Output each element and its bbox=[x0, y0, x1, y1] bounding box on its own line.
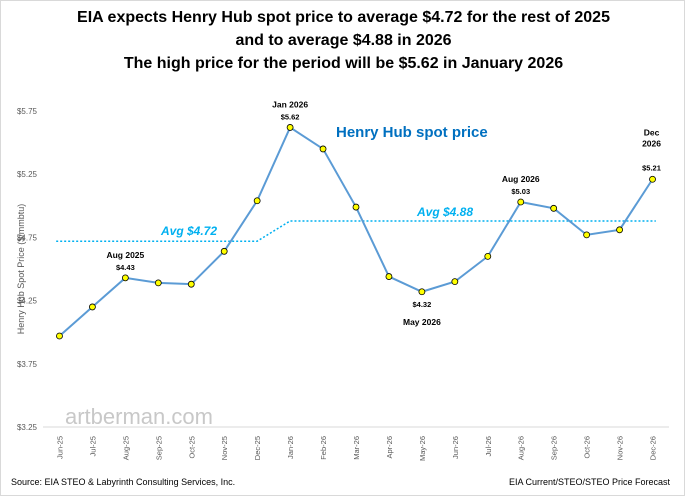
average-label: Avg $4.88 bbox=[416, 205, 473, 219]
data-point bbox=[220, 247, 228, 255]
annotation-name: May 2026 bbox=[403, 317, 441, 327]
annotation-value: $4.32 bbox=[413, 300, 432, 309]
series-title: Henry Hub spot price bbox=[336, 124, 488, 141]
title-line-2: and to average $4.88 in 2026 bbox=[235, 32, 452, 49]
x-tick-label: Jun-26 bbox=[451, 436, 460, 459]
x-tick-label: Dec-26 bbox=[649, 436, 658, 460]
annotation-value: $5.21 bbox=[642, 163, 661, 172]
data-point bbox=[385, 273, 393, 280]
annotation-name: 2026 bbox=[642, 138, 661, 148]
x-tick-label: Sep-25 bbox=[154, 436, 163, 460]
y-tick-label: $4.25 bbox=[17, 297, 38, 306]
x-tick-label: Mar-26 bbox=[352, 436, 361, 460]
y-tick-label: $5.25 bbox=[17, 170, 38, 179]
annotation-name: Aug 2025 bbox=[106, 250, 144, 260]
x-tick-label: Apr-26 bbox=[385, 436, 394, 459]
x-tick-label: Oct-26 bbox=[583, 436, 592, 459]
y-tick-label: $5.75 bbox=[17, 107, 38, 116]
data-point bbox=[319, 145, 327, 153]
data-point bbox=[154, 279, 162, 287]
x-tick-label: Jul-26 bbox=[484, 436, 493, 456]
y-axis-label: Henry Hub Spot Price ($/mmbtu) bbox=[16, 204, 26, 335]
data-point bbox=[187, 280, 195, 288]
x-tick-label: Jun-25 bbox=[55, 436, 64, 459]
data-point bbox=[56, 332, 63, 340]
x-tick-label: Feb-26 bbox=[319, 436, 328, 460]
annotation-name: Jan 2026 bbox=[272, 99, 308, 109]
y-tick-label: $3.25 bbox=[17, 423, 38, 432]
average-label: Avg $4.72 bbox=[160, 224, 217, 238]
y-tick-label: $4.75 bbox=[17, 233, 38, 242]
annotation-value: $4.43 bbox=[116, 263, 135, 272]
data-point bbox=[121, 274, 129, 282]
x-tick-label: Nov-25 bbox=[220, 436, 229, 460]
data-point bbox=[418, 288, 426, 296]
x-tick-label: Jul-25 bbox=[88, 436, 97, 456]
data-point bbox=[286, 124, 294, 131]
annotation-name: Aug 2026 bbox=[502, 174, 540, 184]
y-tick-label: $3.75 bbox=[17, 360, 38, 369]
annotation-value: $5.62 bbox=[281, 112, 300, 121]
data-point bbox=[253, 197, 261, 205]
title-line-3: The high price for the period will be $5… bbox=[123, 55, 564, 72]
annotation-value: $5.03 bbox=[511, 187, 530, 196]
data-point bbox=[484, 252, 492, 260]
data-point bbox=[649, 175, 656, 183]
x-tick-label: Aug-25 bbox=[121, 436, 130, 460]
x-tick-label: Jan-26 bbox=[286, 436, 295, 459]
average-line bbox=[56, 220, 656, 242]
data-point bbox=[616, 226, 623, 234]
x-tick-label: Aug-26 bbox=[517, 436, 526, 460]
x-tick-label: Oct-25 bbox=[187, 436, 196, 459]
data-point bbox=[451, 278, 459, 286]
data-point bbox=[352, 203, 360, 211]
data-point bbox=[550, 204, 558, 212]
x-tick-label: Dec-25 bbox=[253, 436, 262, 460]
x-tick-label: Nov-26 bbox=[616, 436, 625, 460]
credit-note: EIA Current/STEO/STEO Price Forecast bbox=[508, 477, 670, 487]
data-point bbox=[89, 303, 96, 311]
watermark: artberman.com bbox=[65, 404, 213, 429]
data-point bbox=[583, 231, 591, 239]
data-point bbox=[517, 198, 525, 206]
annotation-name: Dec bbox=[644, 127, 660, 137]
source-note: Source: EIA STEO & Labyrinth Consulting … bbox=[11, 477, 236, 487]
x-tick-label: Sep-26 bbox=[550, 436, 559, 460]
title-line-1: EIA expects Henry Hub spot price to aver… bbox=[77, 9, 610, 26]
series-line bbox=[58, 125, 654, 337]
x-tick-label: May-26 bbox=[418, 436, 427, 461]
